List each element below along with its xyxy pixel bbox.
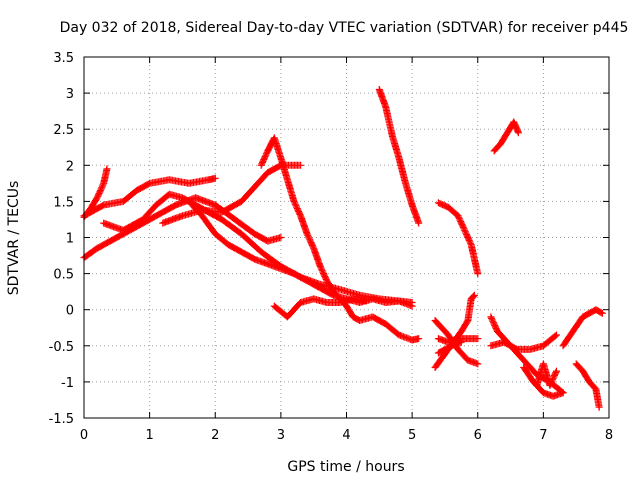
x-tick-label: 3 bbox=[277, 428, 285, 443]
y-tick-label: 0 bbox=[66, 304, 74, 319]
series-markers bbox=[375, 86, 423, 227]
y-tick-label: 2 bbox=[66, 159, 74, 174]
series-markers bbox=[270, 295, 370, 321]
series-track-t bbox=[559, 306, 606, 350]
x-tick-label: 8 bbox=[605, 428, 613, 443]
series-markers bbox=[490, 118, 522, 155]
y-tick-label: -1.5 bbox=[49, 412, 74, 427]
series-track-j bbox=[434, 199, 482, 278]
series-markers bbox=[533, 360, 560, 389]
series-track-n bbox=[434, 338, 465, 357]
series-markers bbox=[434, 338, 465, 357]
series-markers bbox=[572, 360, 603, 411]
y-tick-label: 0.5 bbox=[53, 268, 74, 283]
x-tick-label: 1 bbox=[145, 428, 153, 443]
series-markers bbox=[257, 134, 423, 344]
series-track-d bbox=[100, 190, 416, 306]
x-tick-label: 6 bbox=[474, 428, 482, 443]
series-track-h bbox=[270, 295, 370, 321]
y-tick-label: 1.5 bbox=[53, 195, 74, 210]
series-layer bbox=[80, 86, 606, 411]
series-track-u bbox=[572, 360, 603, 411]
tick-layer: 0 1 2 3 4 5 6 7 8 -1.5 -1 -0.5 0 0.5 1 1.5 2 2.5 3 3.5 bbox=[49, 51, 614, 443]
series-track-s bbox=[533, 360, 560, 389]
x-tick-label: 4 bbox=[342, 428, 350, 443]
series-markers bbox=[487, 313, 567, 397]
x-axis-label: GPS time / hours bbox=[287, 459, 404, 475]
chart-title: Day 032 of 2018, Sidereal Day-to-day VTE… bbox=[60, 20, 629, 36]
x-tick-label: 2 bbox=[211, 428, 219, 443]
series-track-o bbox=[490, 118, 522, 155]
y-axis-label: SDTVAR / TECUs bbox=[6, 181, 22, 296]
series-track-g bbox=[257, 134, 423, 344]
x-tick-label: 7 bbox=[539, 428, 547, 443]
series-markers bbox=[431, 317, 482, 368]
series-markers bbox=[185, 197, 416, 310]
series-track-q bbox=[487, 313, 567, 397]
series-track-m bbox=[431, 317, 482, 368]
series-markers bbox=[559, 306, 606, 350]
series-track-f bbox=[185, 197, 416, 310]
y-tick-label: -0.5 bbox=[49, 340, 74, 355]
y-tick-label: 1 bbox=[66, 232, 74, 247]
y-tick-label: 3.5 bbox=[53, 51, 74, 66]
y-tick-label: -1 bbox=[61, 376, 74, 391]
x-tick-label: 5 bbox=[408, 428, 416, 443]
x-tick-label: 0 bbox=[80, 428, 88, 443]
series-markers bbox=[434, 199, 482, 278]
series-markers bbox=[100, 190, 416, 306]
y-tick-label: 3 bbox=[66, 87, 74, 102]
series-track-i bbox=[375, 86, 423, 227]
y-tick-label: 2.5 bbox=[53, 123, 74, 138]
